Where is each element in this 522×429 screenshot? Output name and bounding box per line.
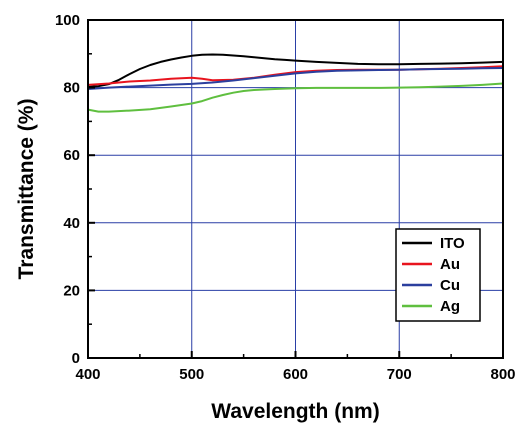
x-tick-label: 500 bbox=[179, 366, 204, 383]
x-tick-label: 800 bbox=[490, 366, 515, 383]
legend-label-ito: ITO bbox=[440, 235, 465, 252]
x-tick-label: 700 bbox=[387, 366, 412, 383]
series-lines bbox=[87, 53, 504, 113]
y-tick-label: 0 bbox=[72, 350, 80, 367]
series-line-ag bbox=[87, 82, 504, 113]
legend-label-au: Au bbox=[440, 256, 460, 273]
y-tick-label: 20 bbox=[63, 282, 80, 299]
y-axis-title: Transmittance (%) bbox=[15, 99, 38, 280]
y-tick-label: 80 bbox=[63, 80, 80, 97]
legend-label-ag: Ag bbox=[440, 298, 460, 315]
y-tick-label: 60 bbox=[63, 147, 80, 164]
x-tick-label: 400 bbox=[75, 366, 100, 383]
x-axis-title: Wavelength (nm) bbox=[211, 400, 379, 423]
y-tick-label: 40 bbox=[63, 215, 80, 232]
axis-ticks: 400 500 600 700 800 0 20 40 60 80 100 bbox=[55, 12, 516, 383]
series-line-ito bbox=[87, 53, 504, 88]
x-tick-label: 600 bbox=[283, 366, 308, 383]
legend-label-cu: Cu bbox=[440, 277, 460, 294]
y-tick-label: 100 bbox=[55, 12, 80, 29]
legend: ITO Au Cu Ag bbox=[395, 228, 481, 322]
series-line-cu bbox=[87, 67, 504, 90]
